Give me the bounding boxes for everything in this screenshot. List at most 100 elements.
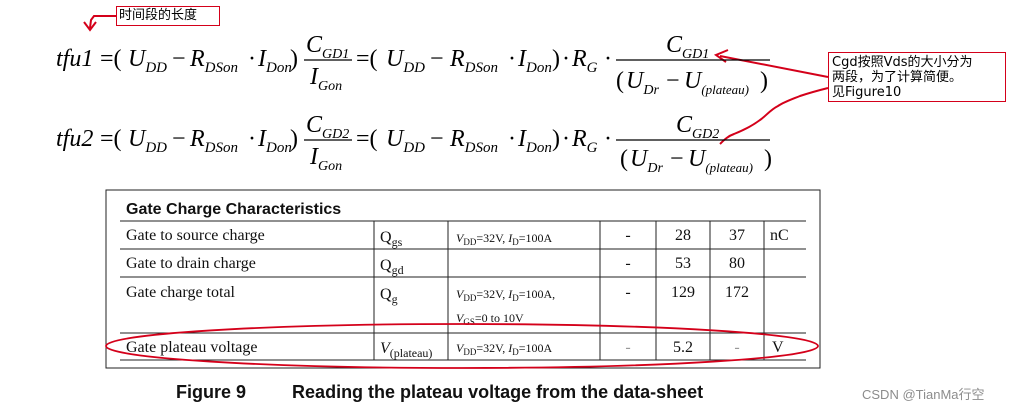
svg-text:IDon: IDon	[257, 126, 292, 156]
f2-lhs: tfu2	[56, 126, 93, 152]
svg-text:RG: RG	[571, 46, 598, 76]
formula-2: tfu2 =( UDD − RDSon · IDon ) CGD2 IGon =…	[56, 112, 772, 176]
cgd-note: Cgd按照Vds的大小分为 两段，为了计算简便。 见Figure10	[828, 52, 1006, 102]
svg-text:): )	[764, 146, 772, 172]
svg-text:CGD2: CGD2	[306, 112, 349, 142]
svg-text:UDr: UDr	[630, 146, 663, 176]
svg-text:): )	[552, 126, 560, 152]
svg-text:·: ·	[604, 46, 612, 72]
svg-text:−: −	[172, 126, 186, 152]
arrow-time-length-head	[83, 21, 97, 32]
svg-text:37: 37	[729, 227, 745, 244]
svg-text:VDD=32V, ID=100A: VDD=32V, ID=100A	[456, 341, 553, 357]
svg-text:=(: =(	[356, 126, 378, 152]
svg-text:): )	[290, 46, 298, 72]
svg-text:CGD1: CGD1	[666, 32, 709, 62]
svg-text:−: −	[430, 46, 444, 72]
svg-text:UDD: UDD	[386, 46, 425, 76]
svg-text:−: −	[670, 146, 684, 172]
table-title: Gate Charge Characteristics	[126, 201, 341, 218]
f1-lhs: tfu1	[56, 46, 93, 72]
svg-text:CGD2: CGD2	[676, 112, 719, 142]
svg-text:UDr: UDr	[626, 68, 659, 98]
svg-text:5.2: 5.2	[673, 339, 693, 356]
svg-text:-: -	[734, 339, 739, 356]
svg-text:·: ·	[508, 46, 516, 72]
svg-text:·: ·	[248, 126, 256, 152]
svg-text:V(plateau): V(plateau)	[380, 340, 432, 360]
svg-text:−: −	[666, 68, 680, 94]
time-length-note: 时间段的长度	[116, 6, 220, 26]
svg-text:): )	[760, 68, 768, 94]
svg-text:Gate to drain charge: Gate to drain charge	[126, 255, 256, 272]
svg-text:): )	[290, 126, 298, 152]
table-row: Gate charge total Qg VDD=32V, ID=100A, V…	[126, 284, 749, 327]
svg-text:RDSon: RDSon	[189, 46, 238, 76]
figure-number: Figure 9	[176, 382, 247, 402]
svg-text:VGS=0 to 10V: VGS=0 to 10V	[456, 311, 524, 327]
watermark: CSDN @TianMa行空	[862, 387, 985, 402]
svg-text:·: ·	[562, 46, 570, 72]
svg-text:80: 80	[729, 255, 745, 272]
svg-text:−: −	[430, 126, 444, 152]
svg-text:Gate charge total: Gate charge total	[126, 284, 236, 301]
svg-text:nC: nC	[770, 227, 789, 244]
arrow-time-length	[89, 15, 116, 29]
svg-text:VDD=32V, ID=100A: VDD=32V, ID=100A	[456, 231, 553, 247]
svg-text:UDD: UDD	[386, 126, 425, 156]
svg-text:RDSon: RDSon	[189, 126, 238, 156]
table-row: Gate to drain charge Qgd - 53 80	[126, 255, 745, 277]
svg-text:tfu1: tfu1	[56, 46, 93, 72]
table-row: Gate to source charge Qgs VDD=32V, ID=10…	[126, 227, 789, 249]
svg-text:VDD=32V, ID=100A,: VDD=32V, ID=100A,	[456, 287, 555, 303]
svg-text:−: −	[172, 46, 186, 72]
svg-text:=(: =(	[100, 126, 122, 152]
table-row: Gate plateau voltage V(plateau) VDD=32V,…	[126, 339, 784, 360]
svg-text:RG: RG	[571, 126, 598, 156]
cgd-note-line-2: 两段，为了计算简便。	[832, 70, 963, 85]
svg-text:·: ·	[508, 126, 516, 152]
svg-text:IGon: IGon	[309, 64, 342, 94]
svg-text:IDon: IDon	[257, 46, 292, 76]
svg-text:U(plateau): U(plateau)	[684, 68, 749, 97]
svg-text:RDSon: RDSon	[449, 46, 498, 76]
svg-text:(: (	[620, 146, 628, 172]
plateau-highlight-ellipse	[105, 323, 819, 369]
svg-text:Qgs: Qgs	[380, 229, 403, 249]
figure-caption-text: Reading the plateau voltage from the dat…	[292, 382, 704, 402]
svg-text:Gate plateau voltage: Gate plateau voltage	[126, 339, 258, 356]
svg-text:·: ·	[248, 46, 256, 72]
row1-param: Gate to source charge	[126, 227, 265, 244]
svg-text:(: (	[616, 68, 624, 94]
svg-text:V: V	[772, 339, 784, 356]
cgd-note-line-3: 见Figure10	[832, 85, 902, 100]
svg-text:IDon: IDon	[517, 46, 552, 76]
svg-text:-: -	[625, 255, 630, 272]
svg-text:IDon: IDon	[517, 126, 552, 156]
svg-text:U(plateau): U(plateau)	[688, 146, 753, 175]
svg-text:-: -	[625, 339, 630, 356]
formula-1: tfu1 =( UDD − RDSon · IDon ) CGD1 IGon =…	[56, 32, 770, 98]
figure-caption: Figure 9 Reading the plateau voltage fro…	[176, 382, 703, 403]
svg-text:): )	[552, 46, 560, 72]
svg-text:172: 172	[725, 284, 749, 301]
svg-text:=(: =(	[100, 46, 122, 72]
svg-text:UDD: UDD	[128, 126, 167, 156]
svg-text:-: -	[625, 227, 630, 244]
svg-text:Qgd: Qgd	[380, 257, 404, 277]
svg-text:CGD1: CGD1	[306, 32, 349, 62]
svg-text:28: 28	[675, 227, 691, 244]
svg-text:·: ·	[604, 126, 612, 152]
svg-text:53: 53	[675, 255, 691, 272]
svg-text:UDD: UDD	[128, 46, 167, 76]
svg-text:=(: =(	[356, 46, 378, 72]
svg-text:129: 129	[671, 284, 695, 301]
squiggle-cgd2	[719, 87, 829, 145]
cgd-note-line-1: Cgd按照Vds的大小分为	[832, 55, 973, 70]
svg-text:tfu2: tfu2	[56, 126, 93, 152]
time-length-text: 时间段的长度	[119, 8, 198, 23]
svg-text:Qg: Qg	[380, 286, 398, 306]
svg-text:IGon: IGon	[309, 144, 342, 174]
